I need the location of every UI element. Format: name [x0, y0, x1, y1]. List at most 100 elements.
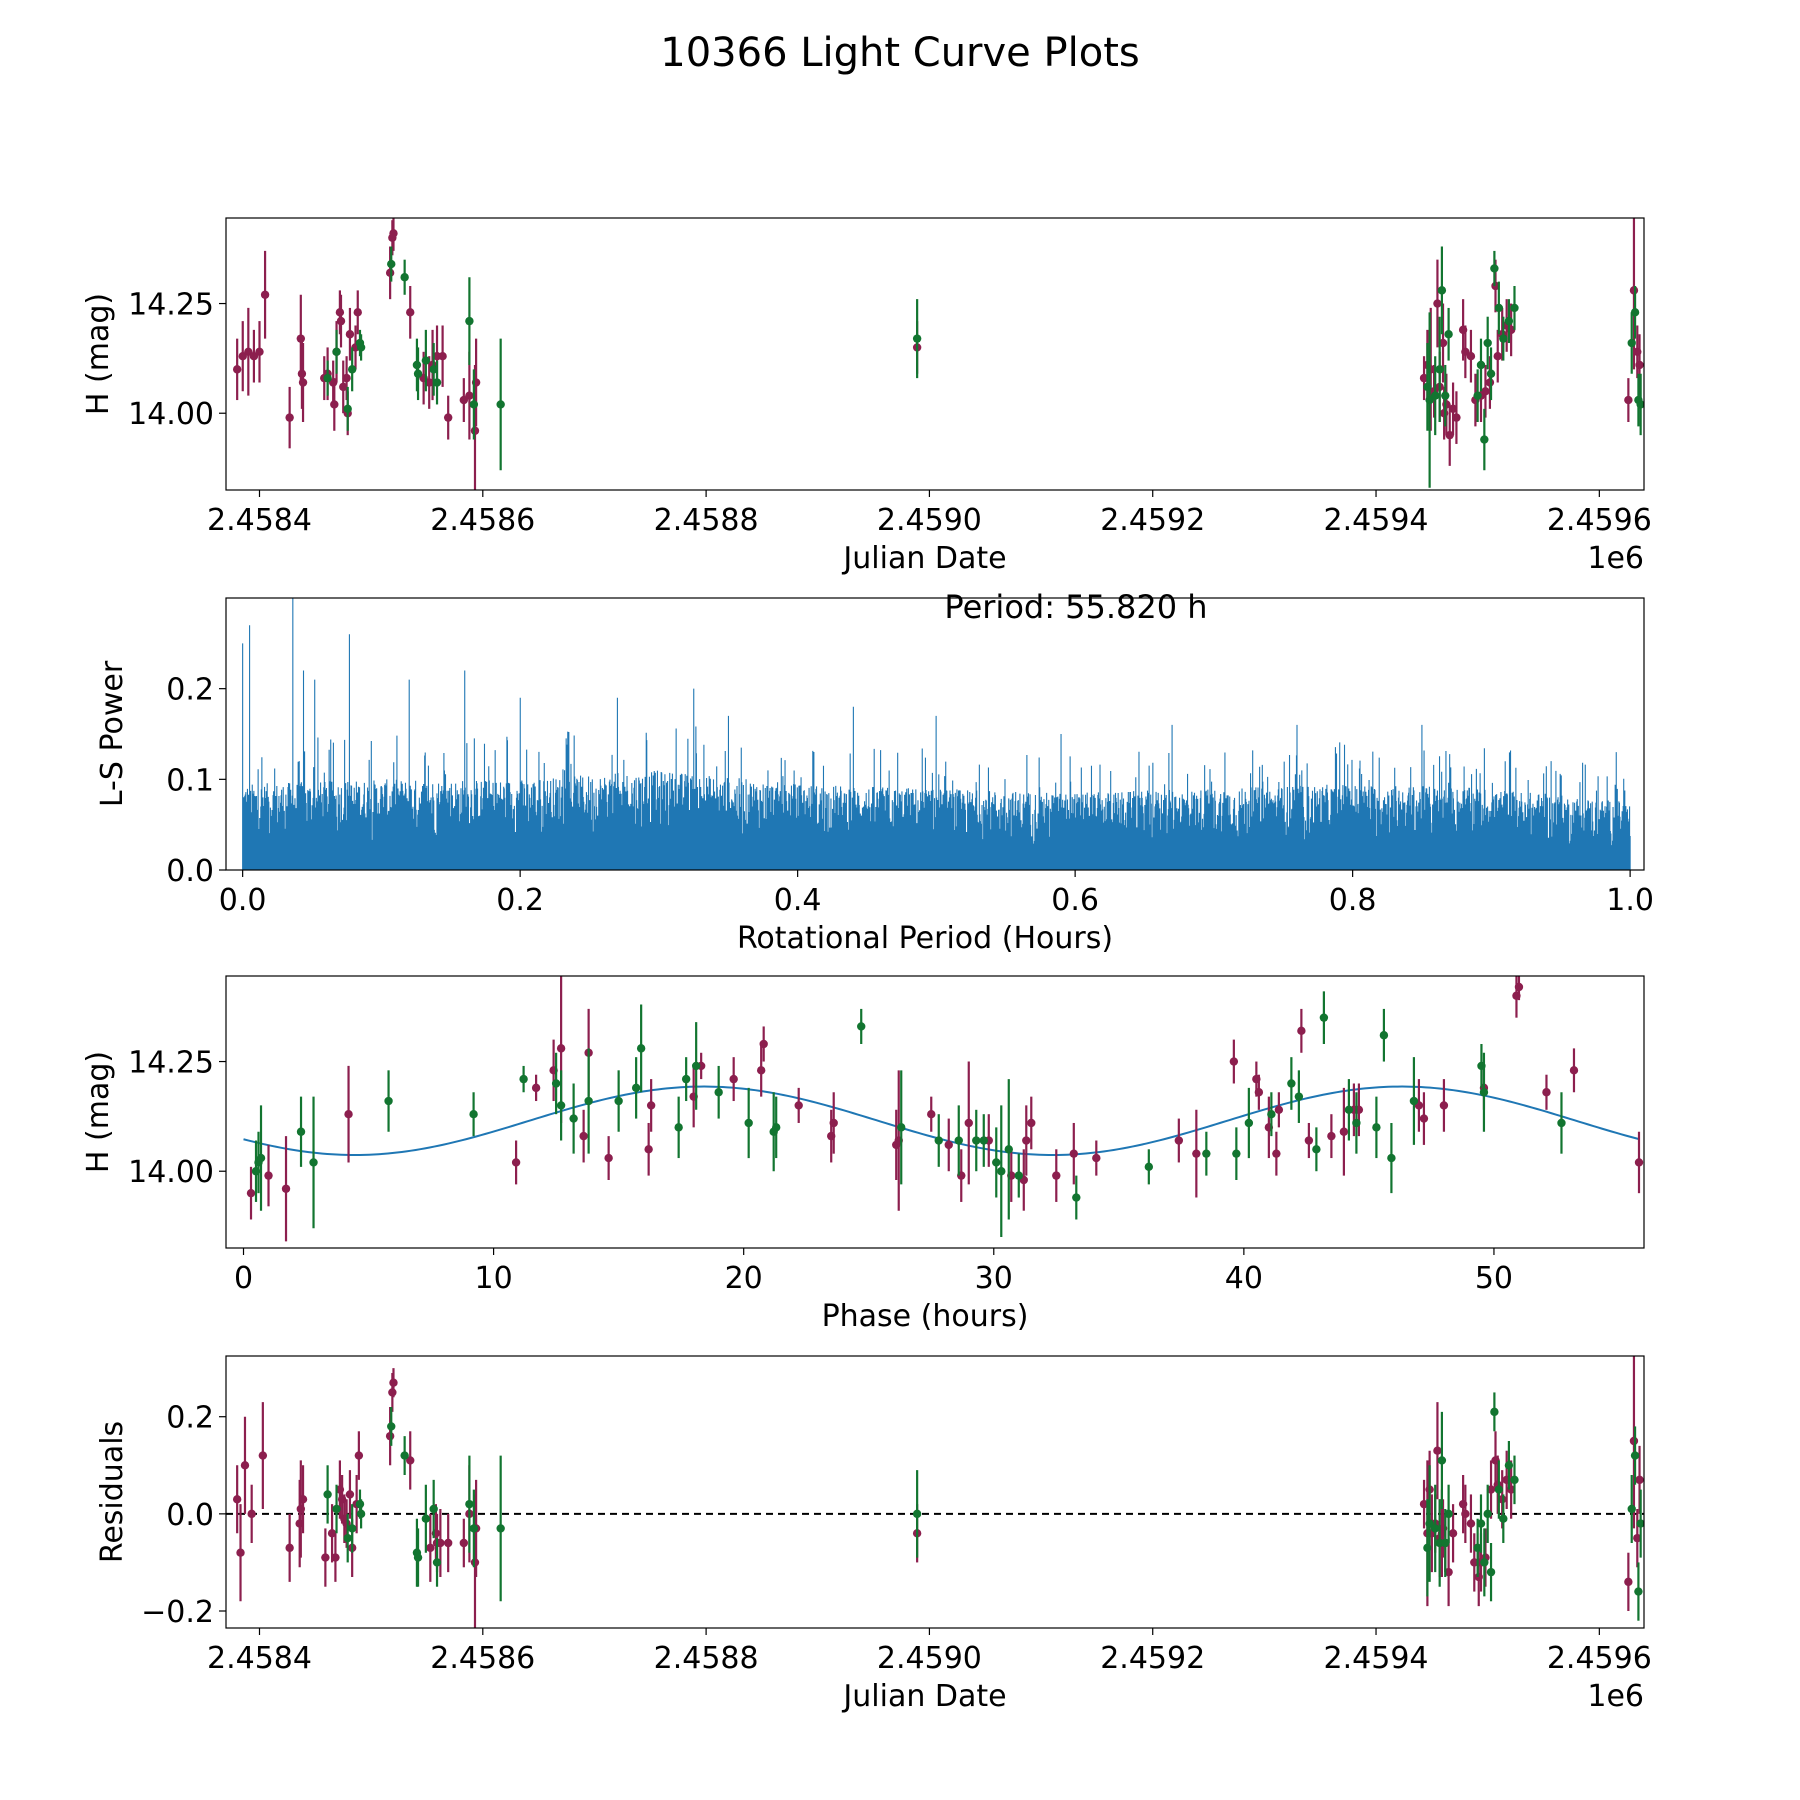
- data-point: [556, 1044, 566, 1053]
- data-point: [436, 1538, 445, 1548]
- data-point: [1486, 369, 1496, 378]
- data-point: [246, 1188, 256, 1198]
- data-point: [1635, 360, 1644, 370]
- x-tick-label: 30: [975, 1261, 1013, 1296]
- panel-3: 0 10 20 30 40 50 14.00 14.25 Phase (hours) H (mag…: [81, 975, 1645, 1334]
- x-offset-label: 1e6: [1587, 541, 1644, 576]
- data-point: [232, 365, 242, 374]
- data-point: [1473, 1543, 1482, 1553]
- data-point: [327, 1529, 337, 1538]
- x-tick-label: 0.2: [496, 883, 544, 918]
- data-point: [1339, 1127, 1349, 1136]
- data-point: [232, 1495, 242, 1504]
- data-point: [1494, 1485, 1504, 1494]
- y-tick-label: 0.2: [166, 673, 214, 708]
- data-point: [443, 1538, 453, 1548]
- data-point: [1629, 1436, 1639, 1446]
- data-point: [256, 1153, 266, 1163]
- data-point: [1174, 1136, 1184, 1145]
- data-point: [344, 1109, 353, 1119]
- data-point: [1510, 1475, 1519, 1485]
- data-point: [1027, 1118, 1036, 1128]
- x-tick-label: 0.8: [1329, 883, 1377, 918]
- data-point: [413, 369, 423, 378]
- data-point: [469, 400, 479, 409]
- data-point: [1448, 404, 1458, 414]
- data-point: [323, 373, 332, 383]
- x-tick-label: 20: [725, 1261, 763, 1296]
- data-point: [551, 1079, 561, 1088]
- data-point: [1069, 1149, 1078, 1158]
- x-tick-label: 2.4588: [654, 503, 759, 538]
- data-point: [569, 1114, 578, 1123]
- data-point: [1287, 1079, 1296, 1088]
- data-point: [1004, 1145, 1013, 1154]
- data-point: [1352, 1118, 1361, 1128]
- panel-4: 2.4584 2.4586 2.4588 2.4590 2.4592 2.4594 2.45…: [95, 1355, 1652, 1714]
- data-point: [1014, 1171, 1023, 1180]
- data-point: [496, 400, 505, 409]
- data-point: [1448, 1529, 1458, 1538]
- data-point: [332, 347, 341, 357]
- data-point: [400, 273, 409, 282]
- y-tick-label: 0.2: [166, 1401, 214, 1436]
- data-point: [426, 1543, 435, 1553]
- data-point: [1419, 373, 1429, 383]
- data-point: [342, 373, 351, 383]
- x-tick-label: 2.4596: [1547, 503, 1652, 538]
- data-point: [1461, 1509, 1470, 1519]
- data-point: [258, 1451, 268, 1460]
- data-point: [912, 334, 922, 343]
- data-point: [1072, 1193, 1081, 1202]
- data-point: [354, 1451, 364, 1460]
- data-point: [1431, 1524, 1440, 1533]
- data-point: [1494, 303, 1504, 313]
- data-point: [992, 1158, 1001, 1167]
- data-point: [264, 1171, 273, 1180]
- data-point: [336, 316, 346, 326]
- data-point: [1439, 1101, 1449, 1110]
- data-point: [1636, 1519, 1644, 1528]
- data-point: [912, 1509, 922, 1519]
- data-point: [429, 1504, 438, 1514]
- data-point: [1627, 1504, 1636, 1514]
- data-point: [1444, 1567, 1453, 1577]
- data-point: [1476, 1519, 1486, 1528]
- data-point: [1485, 378, 1495, 387]
- data-point: [744, 1118, 753, 1128]
- data-point: [385, 268, 395, 278]
- data-point: [1624, 395, 1633, 405]
- data-point: [646, 1101, 656, 1110]
- y-axis-label: Residuals: [95, 1421, 130, 1563]
- panel-frame: [225, 217, 1645, 491]
- x-axis-label: Julian Date: [841, 541, 1006, 576]
- data-point: [1438, 338, 1448, 348]
- data-point: [1630, 308, 1640, 317]
- data-point: [584, 1096, 593, 1106]
- plot-area: [243, 976, 1644, 1242]
- data-point: [1232, 1149, 1241, 1158]
- data-point: [1425, 1519, 1434, 1528]
- panel-frame: [225, 597, 1645, 871]
- data-point: [1267, 1109, 1276, 1119]
- data-point: [1634, 1587, 1643, 1596]
- data-point: [1319, 1013, 1329, 1022]
- data-point: [387, 1422, 396, 1431]
- data-point: [496, 1524, 505, 1533]
- x-axis-label: Phase (hours): [822, 1299, 1029, 1334]
- data-point: [1192, 1149, 1201, 1158]
- data-point: [343, 1533, 352, 1543]
- data-point: [356, 1509, 366, 1519]
- data-point: [1466, 1519, 1476, 1528]
- data-point: [1629, 286, 1639, 295]
- data-point: [771, 1123, 781, 1132]
- data-point: [425, 378, 434, 387]
- data-point: [438, 351, 447, 361]
- data-point: [614, 1096, 623, 1106]
- data-point: [1504, 1461, 1514, 1470]
- data-point: [1433, 1446, 1442, 1455]
- data-point: [236, 1548, 245, 1557]
- data-point: [335, 308, 345, 317]
- data-point: [465, 391, 474, 400]
